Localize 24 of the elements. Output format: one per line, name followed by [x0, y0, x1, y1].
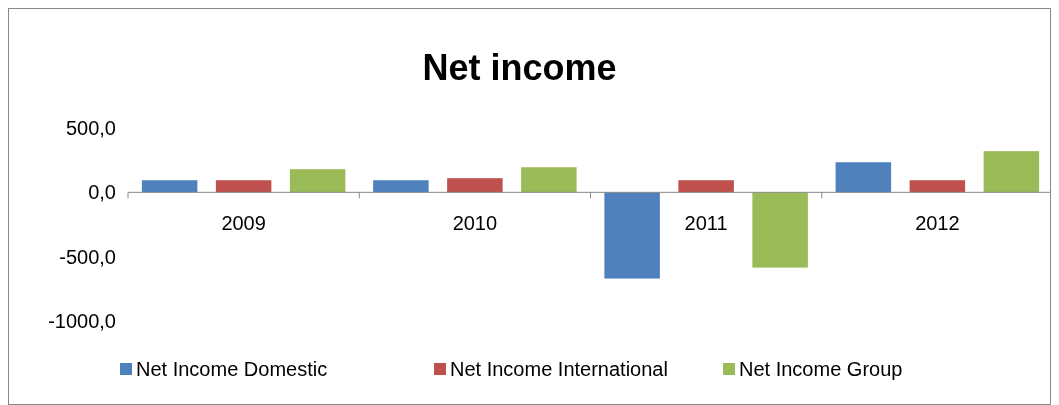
- x-tick-label: 2009: [221, 212, 266, 235]
- x-tick-label: 2011: [684, 212, 728, 235]
- legend-label: Net Income Domestic: [136, 358, 328, 380]
- chart-title: Net income: [422, 47, 617, 88]
- legend-label: Net Income Group: [739, 358, 903, 380]
- x-tick-label: 2010: [452, 212, 498, 235]
- x-tick-label: 2012: [915, 212, 960, 235]
- y-tick-label: 500,0: [65, 117, 116, 139]
- bar: [447, 178, 503, 193]
- bar: [373, 180, 429, 193]
- bar: [752, 192, 808, 268]
- bar: [835, 162, 892, 193]
- bar: [983, 151, 1040, 193]
- bar: [678, 180, 734, 193]
- bar: [141, 180, 198, 193]
- y-tick-label: 0,0: [88, 181, 116, 204]
- legend-label: Net Income International: [450, 358, 668, 380]
- bar: [215, 180, 272, 193]
- bar: [604, 192, 660, 279]
- y-tick-label: -500,0: [59, 245, 116, 268]
- y-tick-label: -1000,0: [48, 310, 116, 332]
- bar: [521, 167, 577, 193]
- bar: [289, 169, 346, 193]
- bar: [909, 180, 966, 193]
